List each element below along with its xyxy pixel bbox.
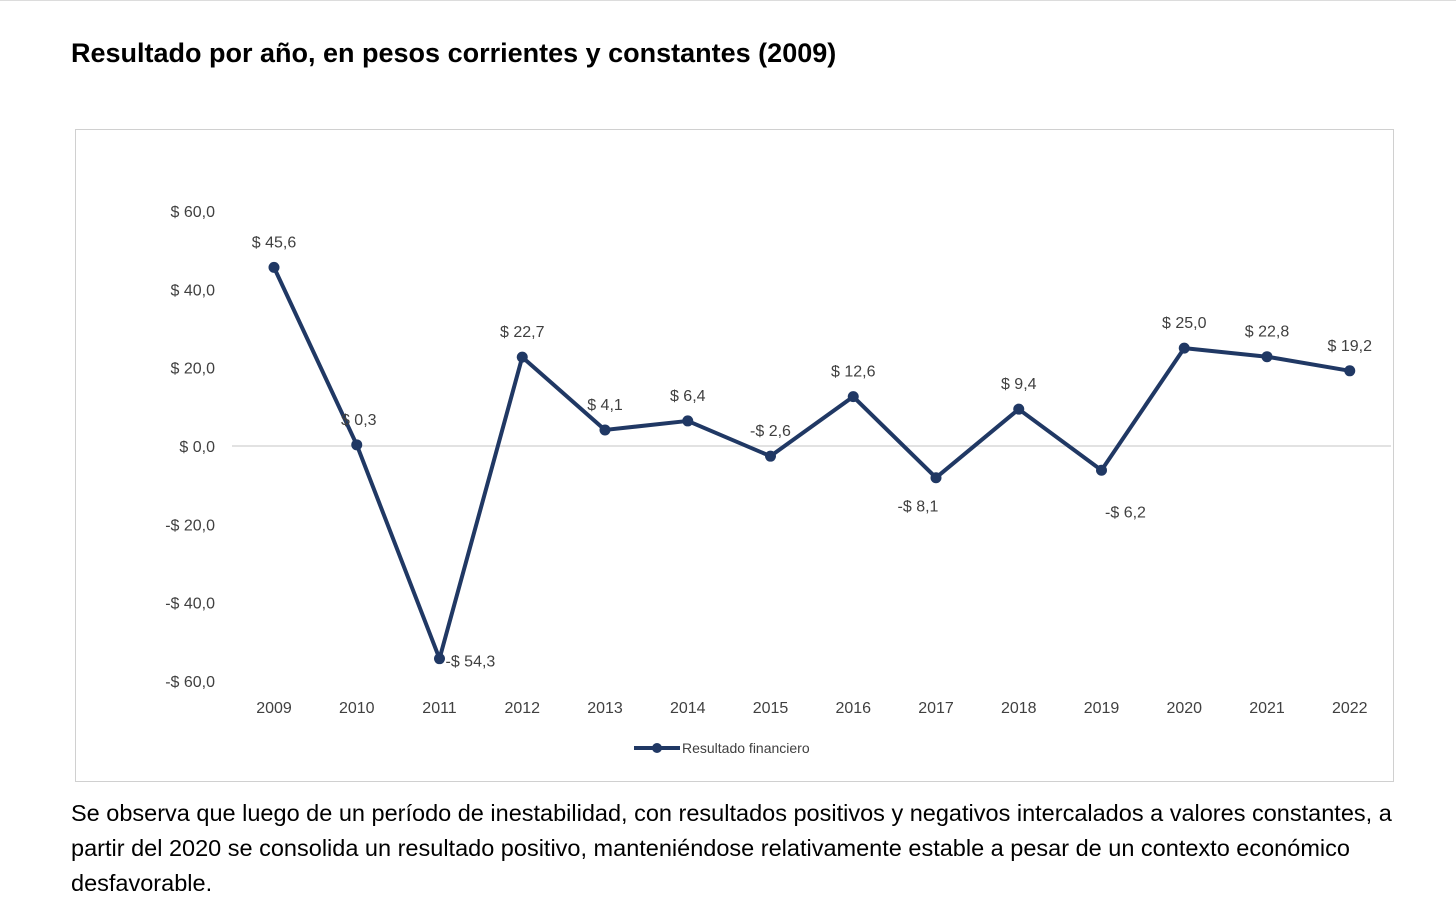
data-label: $ 25,0 bbox=[1162, 315, 1207, 332]
data-label: $ 45,6 bbox=[252, 234, 297, 251]
data-point bbox=[1261, 351, 1273, 363]
data-label: $ 6,4 bbox=[670, 388, 706, 405]
legend-marker-swatch bbox=[652, 743, 662, 753]
data-label: -$ 6,2 bbox=[1105, 504, 1146, 521]
data-point bbox=[599, 424, 611, 436]
x-tick-label: 2020 bbox=[1166, 700, 1202, 717]
data-point bbox=[1013, 403, 1025, 415]
y-tick-label: $ 0,0 bbox=[179, 439, 215, 456]
data-point bbox=[930, 472, 942, 484]
top-divider bbox=[0, 0, 1456, 1]
x-tick-label: 2015 bbox=[753, 700, 789, 717]
data-label: $ 12,6 bbox=[831, 364, 876, 381]
x-tick-label: 2018 bbox=[1001, 700, 1037, 717]
x-tick-label: 2012 bbox=[504, 700, 540, 717]
data-point bbox=[1178, 342, 1190, 354]
data-label: $ 22,8 bbox=[1245, 324, 1290, 341]
data-point bbox=[847, 391, 859, 403]
data-point bbox=[1344, 365, 1356, 377]
x-tick-label: 2009 bbox=[256, 700, 292, 717]
x-tick-label: 2014 bbox=[670, 700, 706, 717]
y-tick-label: $ 40,0 bbox=[171, 282, 216, 299]
x-tick-label: 2021 bbox=[1249, 700, 1285, 717]
y-tick-label: -$ 40,0 bbox=[165, 596, 215, 613]
x-tick-label: 2013 bbox=[587, 700, 623, 717]
data-point bbox=[351, 439, 363, 451]
y-tick-label: -$ 60,0 bbox=[165, 674, 215, 691]
chart-frame bbox=[75, 129, 1394, 782]
data-label: -$ 54,3 bbox=[446, 654, 496, 671]
y-tick-label: $ 20,0 bbox=[171, 361, 216, 378]
x-tick-label: 2017 bbox=[918, 700, 954, 717]
data-point bbox=[268, 261, 280, 273]
data-point bbox=[765, 450, 776, 462]
data-point bbox=[1096, 464, 1107, 476]
x-tick-label: 2011 bbox=[422, 700, 457, 717]
data-point bbox=[434, 653, 445, 665]
body-paragraph: Se observa que luego de un período de in… bbox=[71, 800, 1392, 896]
data-point bbox=[682, 415, 694, 427]
data-label: -$ 8,1 bbox=[898, 499, 939, 516]
legend-label: Resultado financiero bbox=[682, 740, 810, 756]
data-label: $ 0,3 bbox=[341, 412, 377, 429]
x-tick-label: 2022 bbox=[1332, 700, 1368, 717]
data-label: $ 19,2 bbox=[1328, 338, 1373, 355]
y-tick-label: $ 60,0 bbox=[171, 204, 216, 221]
x-tick-label: 2010 bbox=[339, 700, 375, 717]
data-label: $ 4,1 bbox=[587, 397, 623, 414]
data-point bbox=[516, 351, 528, 363]
data-label: $ 9,4 bbox=[1001, 376, 1037, 393]
data-label: -$ 2,6 bbox=[750, 423, 791, 440]
series-line bbox=[272, 265, 1352, 661]
x-tick-label: 2016 bbox=[835, 700, 871, 717]
data-label: $ 22,7 bbox=[500, 324, 545, 341]
x-tick-label: 2019 bbox=[1084, 700, 1120, 717]
page-title: Resultado por año, en pesos corrientes y… bbox=[71, 38, 837, 68]
y-tick-label: -$ 20,0 bbox=[165, 517, 215, 534]
